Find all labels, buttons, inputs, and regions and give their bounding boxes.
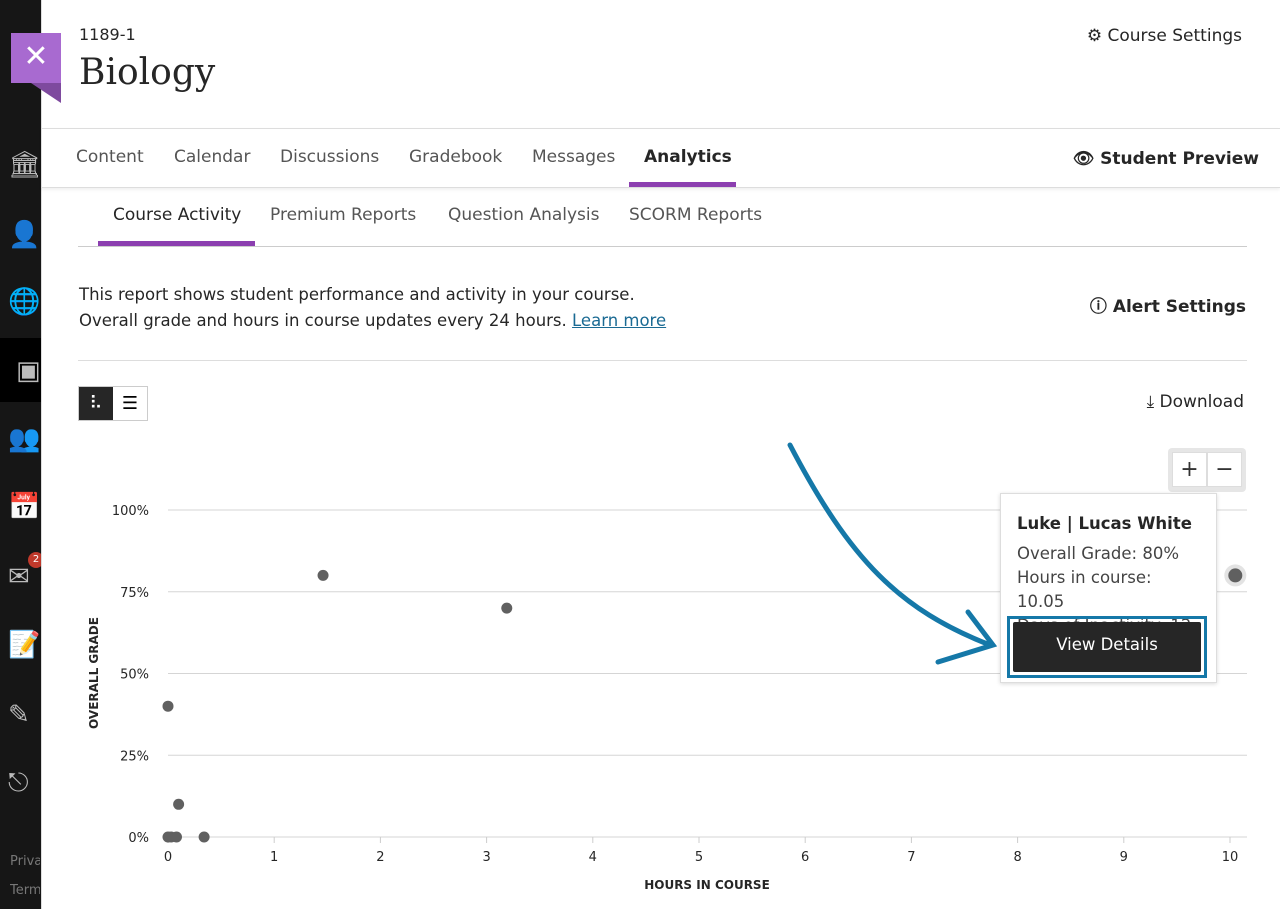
tooltip-hours: Hours in course: 10.05 <box>1017 568 1152 611</box>
course-panel <box>41 0 1280 909</box>
sidebar-active-indicator <box>0 338 41 402</box>
x-tick-label: 5 <box>695 850 703 865</box>
signout-icon[interactable]: ⎋ <box>8 768 29 798</box>
subtab-underline <box>98 241 255 246</box>
tab-question-analysis[interactable]: Question Analysis <box>448 205 600 225</box>
alert-icon: ⓘ <box>1089 297 1107 317</box>
profile-icon[interactable]: 👤 <box>8 220 41 250</box>
analytics-subnav: Course Activity Premium Reports Question… <box>78 190 1247 247</box>
zoom-in-button[interactable]: + <box>1172 452 1207 487</box>
view-toggle: ⠧ ☰ <box>78 386 148 421</box>
privacy-link[interactable]: Privacy <box>10 854 40 869</box>
tab-underline <box>629 182 736 187</box>
tooltip-grade: Overall Grade: 80% <box>1017 544 1179 563</box>
zoom-out-button[interactable]: − <box>1207 452 1242 487</box>
data-point <box>170 831 182 843</box>
student-preview-button[interactable]: 👁 Student Preview <box>1073 149 1259 169</box>
groups-icon[interactable]: 👥 <box>8 424 41 454</box>
y-tick-label: 0% <box>128 831 149 846</box>
course-code: 1189-1 <box>79 25 136 44</box>
list-view-button[interactable]: ☰ <box>113 387 147 420</box>
alert-settings-label: Alert Settings <box>1112 297 1246 317</box>
annotation-arrow <box>787 442 998 665</box>
y-axis-label: OVERALL GRADE <box>87 617 101 729</box>
gear-icon: ⚙ <box>1086 26 1103 46</box>
globe-icon[interactable]: 🌐 <box>8 287 41 317</box>
institution-icon[interactable]: 🏛 <box>8 150 42 180</box>
page-title: Biology <box>79 52 216 93</box>
tools-icon[interactable]: ✎ <box>8 700 30 730</box>
x-tick-label: 1 <box>270 850 278 865</box>
download-label: Download <box>1159 392 1244 412</box>
x-tick-label: 3 <box>482 850 490 865</box>
x-tick-label: 2 <box>376 850 384 865</box>
divider <box>78 360 1247 361</box>
course-nav: Content Calendar Discussions Gradebook M… <box>41 128 1280 188</box>
data-point <box>162 700 174 712</box>
data-point <box>501 602 513 614</box>
tab-calendar[interactable]: Calendar <box>174 147 251 167</box>
description-line-1: This report shows student performance an… <box>79 285 635 304</box>
tooltip-student-name: Luke | Lucas White <box>1017 514 1192 533</box>
terms-link[interactable]: Terms <box>10 883 40 898</box>
y-tick-label: 75% <box>120 586 149 601</box>
x-tick-label: 10 <box>1222 850 1239 865</box>
data-point <box>1228 568 1243 583</box>
student-preview-label: Student Preview <box>1100 149 1259 169</box>
chart-view-button[interactable]: ⠧ <box>79 387 113 420</box>
tab-messages[interactable]: Messages <box>532 147 616 167</box>
course-settings-label: Course Settings <box>1107 26 1242 46</box>
student-tooltip: Luke | Lucas White Overall Grade: 80% Ho… <box>1000 493 1217 683</box>
view-details-highlight: View Details <box>1007 616 1207 678</box>
y-tick-label: 50% <box>120 668 149 683</box>
list-icon: ☰ <box>121 393 139 414</box>
x-tick-label: 8 <box>1013 850 1021 865</box>
data-point <box>173 798 185 810</box>
view-details-button[interactable]: View Details <box>1013 622 1201 672</box>
grades-icon[interactable]: 📝 <box>8 630 41 660</box>
tab-gradebook[interactable]: Gradebook <box>409 147 503 167</box>
download-button[interactable]: ⤓ Download <box>1147 392 1244 412</box>
x-tick-label: 6 <box>801 850 809 865</box>
tab-course-activity[interactable]: Course Activity <box>113 205 242 225</box>
calendar-icon[interactable]: 📅 <box>8 492 41 522</box>
tab-scorm-reports[interactable]: SCORM Reports <box>629 205 763 225</box>
alert-settings-button[interactable]: ⓘ Alert Settings <box>1090 292 1246 317</box>
x-tick-label: 0 <box>164 850 172 865</box>
x-tick-label: 9 <box>1120 850 1128 865</box>
messages-badge: 2 <box>28 552 44 568</box>
data-point <box>198 831 210 843</box>
report-description: This report shows student performance an… <box>79 282 666 334</box>
tab-discussions[interactable]: Discussions <box>280 147 380 167</box>
x-tick-label: 7 <box>907 850 915 865</box>
x-tick-label: 4 <box>589 850 597 865</box>
messages-icon[interactable]: ✉ <box>8 562 30 592</box>
y-tick-label: 25% <box>120 749 149 764</box>
tab-analytics[interactable]: Analytics <box>644 147 732 167</box>
course-settings-button[interactable]: ⚙ Course Settings <box>1087 26 1242 46</box>
x-axis-label: HOURS IN COURSE <box>644 878 770 892</box>
preview-icon: 👁 <box>1072 149 1095 169</box>
data-point <box>317 569 329 581</box>
sidebar: 🏛 👤 🌐 ▣ 👥 📅 ✉ 2 📝 ✎ ⎋ Privacy Terms <box>0 0 44 909</box>
courses-icon[interactable]: ▣ <box>16 356 41 386</box>
learn-more-link[interactable]: Learn more <box>572 311 667 330</box>
description-line-2: Overall grade and hours in course update… <box>79 311 567 330</box>
download-icon: ⤓ <box>1146 392 1155 412</box>
zoom-controls: + − <box>1168 448 1246 492</box>
y-tick-label: 100% <box>112 504 149 519</box>
tab-content[interactable]: Content <box>76 147 144 167</box>
scatter-icon: ⠧ <box>89 393 103 414</box>
close-button[interactable]: ✕ <box>11 33 61 103</box>
tab-premium-reports[interactable]: Premium Reports <box>270 205 417 225</box>
